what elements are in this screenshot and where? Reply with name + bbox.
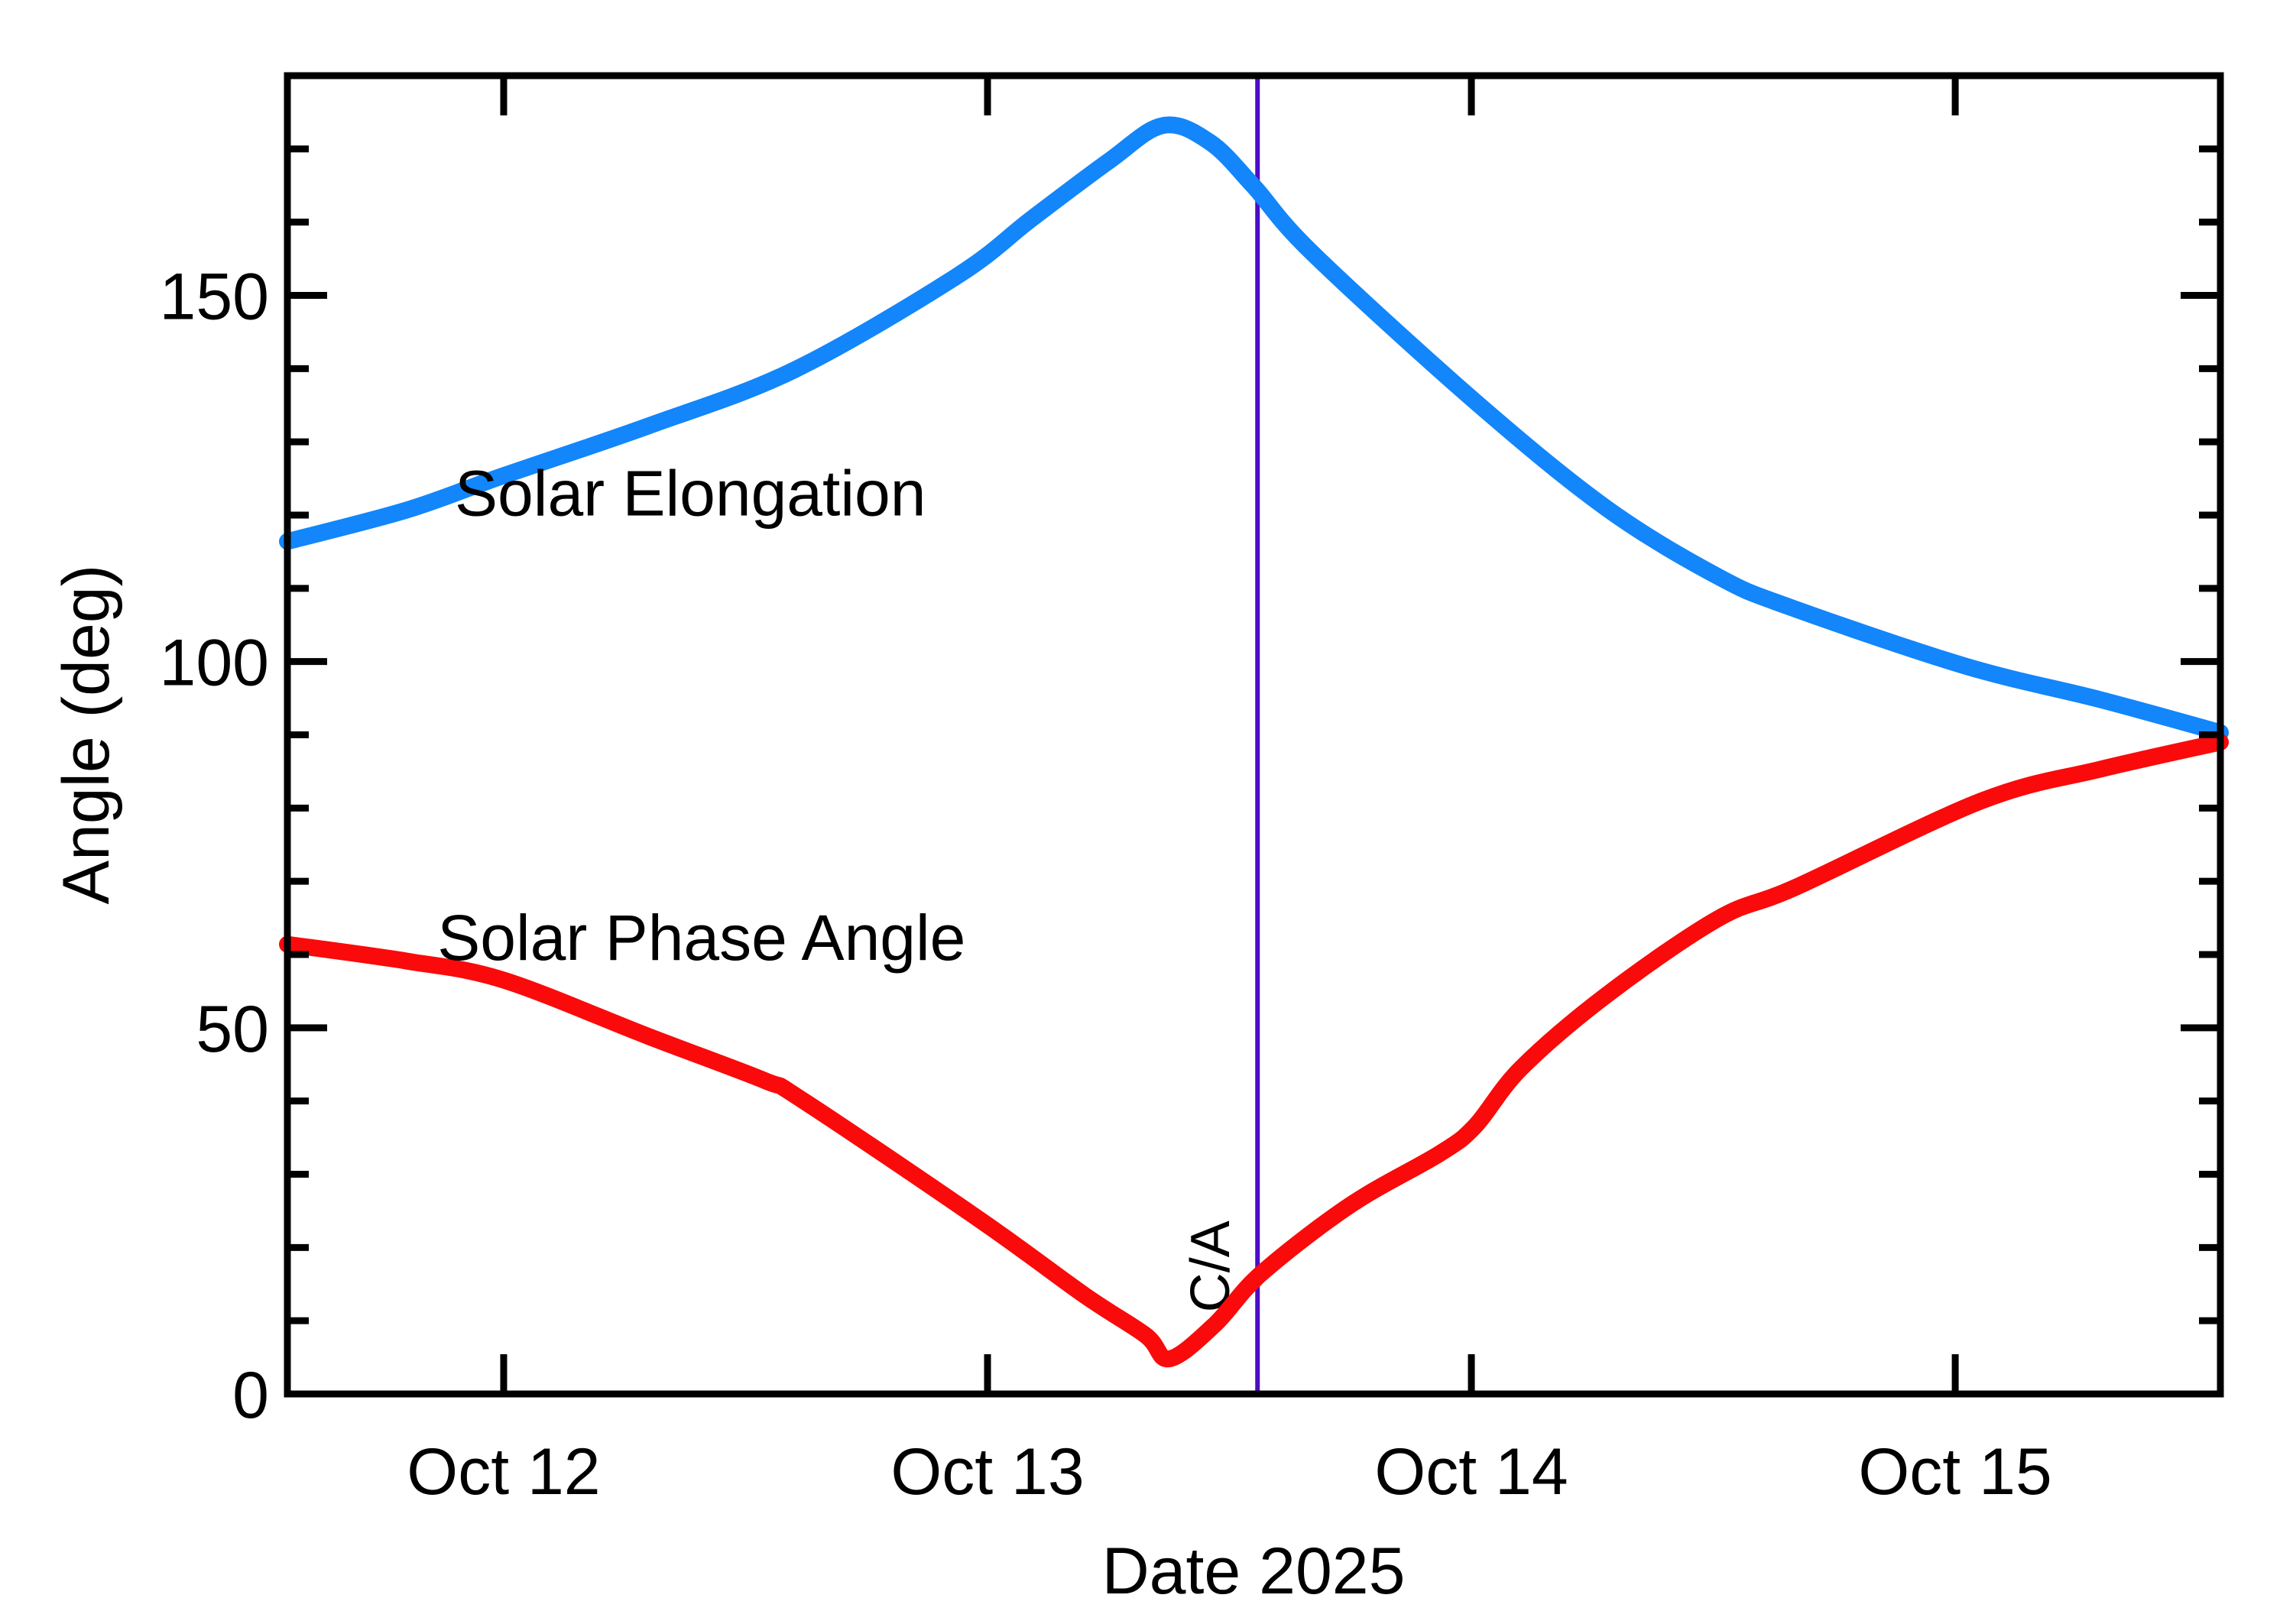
y-tick-label: 0 xyxy=(232,1359,269,1432)
y-tick-label: 100 xyxy=(160,627,270,700)
y-axis-title: Angle (deg) xyxy=(50,565,123,905)
x-tick-label: Oct 13 xyxy=(890,1435,1084,1509)
x-tick-label: Oct 12 xyxy=(407,1435,600,1509)
y-tick-label: 50 xyxy=(196,993,269,1066)
x-axis-title: Date 2025 xyxy=(1102,1535,1406,1608)
x-tick-label: Oct 14 xyxy=(1374,1435,1568,1509)
plot-area: C/A Oct 12 Oct 13 Oct 14 Oct 15 0 50 100 150 So… xyxy=(160,72,2229,1509)
curve-solar-elongation xyxy=(279,116,2229,741)
axes-frame xyxy=(284,72,2224,1398)
tick-layer xyxy=(287,76,2220,1398)
curve-solar-phase-angle xyxy=(279,734,2229,1368)
tick-label-layer: Oct 12 Oct 13 Oct 14 Oct 15 0 50 100 150 xyxy=(160,261,2052,1509)
series-layer xyxy=(279,116,2229,1368)
curve-label-solar-elongation: Solar Elongation xyxy=(455,457,926,529)
x-tick-label: Oct 15 xyxy=(1858,1435,2051,1509)
y-tick-label: 150 xyxy=(160,261,270,334)
plot-border xyxy=(284,72,2224,1398)
annotation-layer: C/A xyxy=(1180,76,1260,1394)
curve-label-solar-phase-angle: Solar Phase Angle xyxy=(437,902,965,974)
curve-label-layer: Solar Elongation Solar Phase Angle xyxy=(437,457,965,974)
